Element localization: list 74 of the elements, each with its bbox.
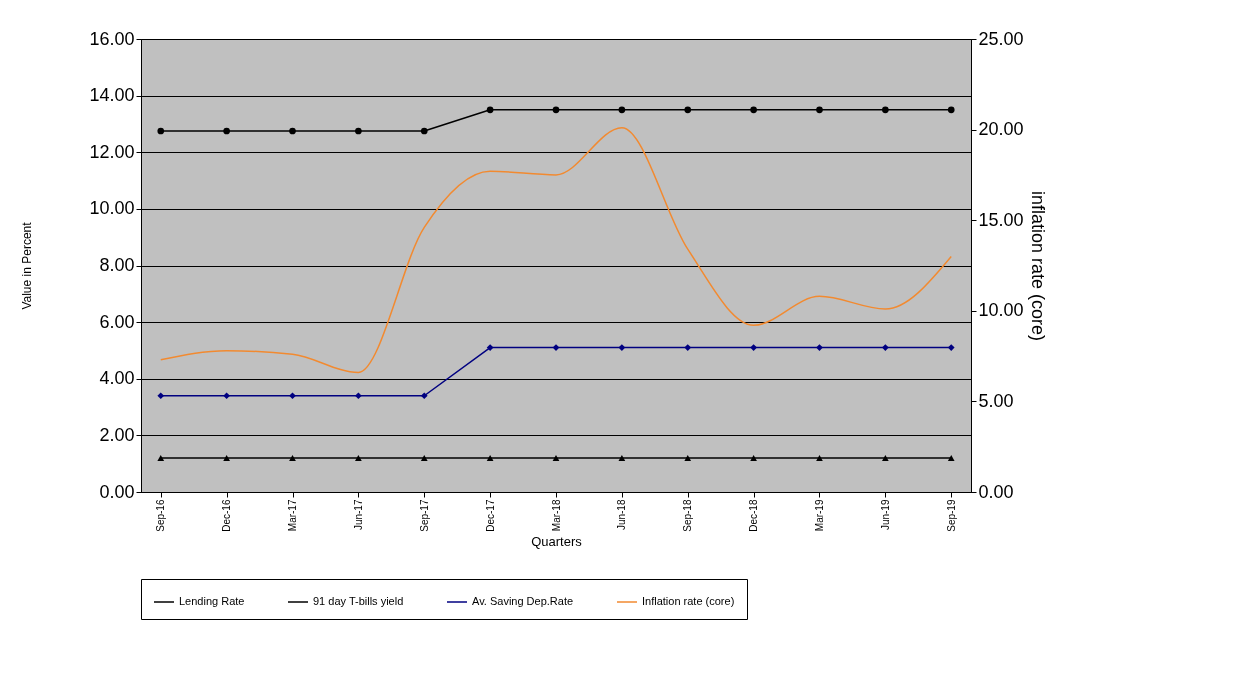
point <box>816 455 823 461</box>
point <box>552 455 560 461</box>
y2-tick-label: 20.00 <box>978 119 1024 140</box>
x-tick-label: Mar-19 <box>813 499 825 532</box>
x-tick-label: Jun-17 <box>352 499 364 531</box>
x-axis-title: Quarters <box>531 533 583 549</box>
y2-tick-label: 0.00 <box>978 481 1014 502</box>
y2-tick-label: 15.00 <box>978 209 1024 230</box>
point <box>157 392 165 400</box>
point <box>750 106 757 114</box>
point <box>157 455 165 461</box>
point <box>882 344 889 351</box>
x-tick-label: Sep-17 <box>418 499 430 532</box>
point <box>355 127 362 135</box>
x-tick-label: Dec-16 <box>221 499 233 532</box>
x-tick-label: Dec-18 <box>748 499 760 532</box>
x-tick-label: Sep-19 <box>945 499 957 532</box>
point <box>157 127 165 135</box>
point <box>684 344 692 351</box>
point <box>355 392 362 400</box>
point <box>618 455 626 461</box>
point <box>223 455 230 461</box>
y2-tick-label: 5.00 <box>978 390 1014 411</box>
point <box>816 344 823 351</box>
x-tick-label: Dec-17 <box>484 499 496 532</box>
y-tick-label: 0.00 <box>99 481 135 502</box>
x-tick-label: Sep-18 <box>682 499 694 532</box>
point <box>223 392 230 400</box>
point <box>486 344 494 351</box>
legend-label: 91 day T-bills yield <box>313 595 404 607</box>
point <box>486 106 494 114</box>
x-tick-label: Sep-16 <box>155 499 167 532</box>
point <box>684 106 692 114</box>
y-tick-label: 10.00 <box>89 198 135 219</box>
point <box>750 455 757 461</box>
x-tick-label: Jun-18 <box>616 499 628 531</box>
y-tick-label: 2.00 <box>99 424 135 445</box>
y-tick-label: 6.00 <box>99 311 135 332</box>
legend-label: Av. Saving Dep.Rate <box>472 595 574 607</box>
point <box>420 392 428 400</box>
x-tick-label: Mar-18 <box>550 499 562 532</box>
point <box>289 392 296 400</box>
y-tick-label: 14.00 <box>89 85 135 106</box>
y-axis-title: Value in Percent <box>20 221 35 310</box>
point <box>618 344 626 351</box>
point <box>289 127 296 135</box>
line-series <box>160 127 952 374</box>
point <box>882 106 889 114</box>
y2-tick-label: 10.00 <box>978 300 1024 321</box>
point <box>947 455 955 461</box>
y-tick-label: 16.00 <box>89 28 135 49</box>
point <box>223 127 230 135</box>
y-tick-label: 4.00 <box>99 368 135 389</box>
y2-axis-title: inflation rate (core) <box>1027 190 1048 342</box>
y-tick-label: 8.00 <box>99 255 135 275</box>
point <box>816 106 823 114</box>
point <box>486 455 494 461</box>
y2-tick-label: 25.00 <box>978 28 1024 49</box>
point <box>552 106 560 114</box>
point <box>420 455 428 461</box>
legend-label: Inflation rate (core) <box>642 595 735 607</box>
x-tick-label: Jun-19 <box>879 499 891 531</box>
y-tick-label: 12.00 <box>89 141 135 162</box>
point <box>420 127 428 135</box>
point <box>684 455 692 461</box>
point <box>947 106 955 114</box>
point <box>355 455 362 461</box>
point <box>750 344 757 351</box>
point <box>289 455 296 461</box>
x-tick-label: Mar-17 <box>287 499 299 532</box>
point <box>947 344 955 351</box>
legend-label: Lending Rate <box>179 595 245 607</box>
point <box>618 106 626 114</box>
point <box>882 455 889 461</box>
